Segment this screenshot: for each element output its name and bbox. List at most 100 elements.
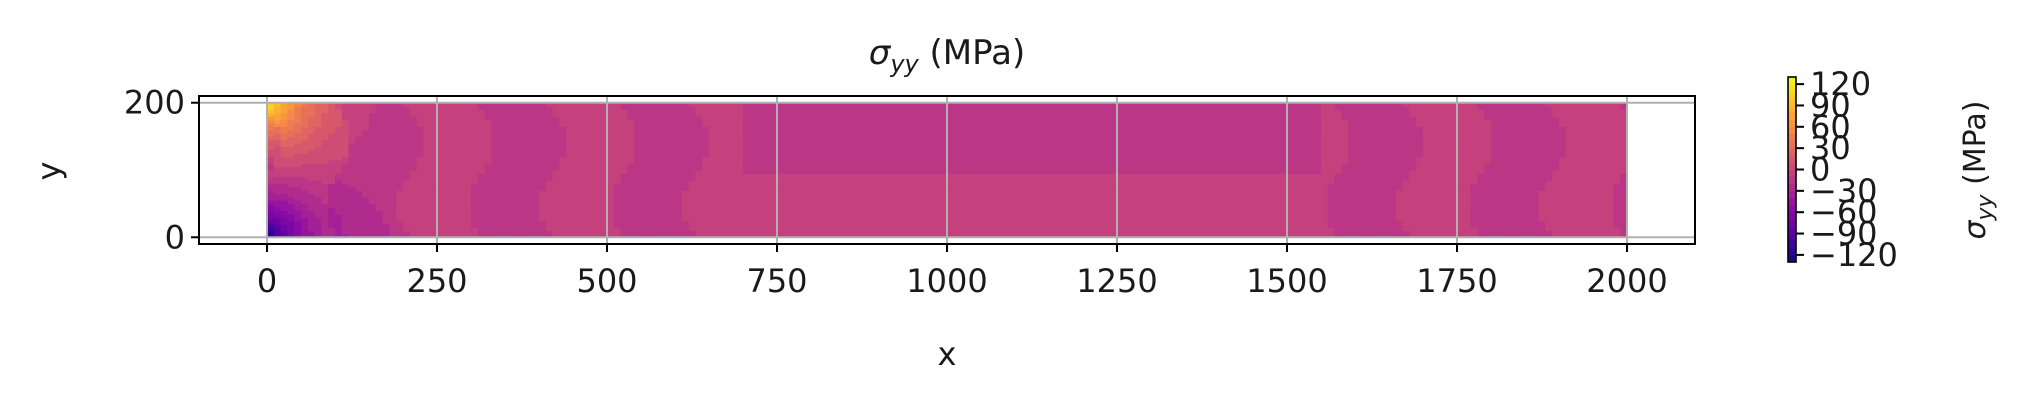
contour-cell: [1096, 180, 1104, 185]
contour-cell: [851, 119, 860, 124]
contour-cell: [1042, 223, 1050, 228]
contour-cell: [926, 193, 934, 198]
contour-cell: [756, 159, 764, 164]
contour-cell: [885, 190, 894, 195]
contour-cell: [756, 102, 764, 107]
contour-cell: [770, 230, 778, 235]
contour-cell: [933, 217, 941, 222]
contour-cell: [845, 122, 853, 127]
contour-cell: [974, 176, 982, 181]
contour-cell: [477, 193, 486, 198]
contour-cell: [879, 122, 887, 127]
contour-cell: [647, 190, 656, 195]
contour-cell: [824, 119, 832, 124]
contour-cell: [1035, 170, 1043, 174]
contour-cell: [1028, 230, 1036, 235]
contour-cell: [743, 210, 751, 215]
contour-cell: [389, 133, 397, 137]
contour-cell: [981, 193, 989, 198]
contour-cell: [362, 129, 370, 134]
contour-cell: [974, 210, 982, 215]
contour-cell: [858, 149, 866, 154]
contour-cell: [783, 146, 792, 151]
contour-cell: [709, 102, 717, 107]
contour-cell: [987, 217, 996, 222]
contour-cell: [906, 166, 914, 171]
contour-cell: [715, 116, 724, 121]
contour-cell: [641, 143, 649, 148]
contour-cell: [960, 122, 968, 127]
contour-cell: [307, 129, 316, 134]
contour-cell: [307, 173, 316, 178]
contour-cell: [736, 176, 744, 181]
contour-cell: [899, 200, 907, 205]
contour-cell: [715, 230, 724, 235]
contour-cell: [539, 153, 547, 158]
contour-cell: [994, 213, 1002, 218]
contour-cell: [403, 213, 411, 218]
contour-cell: [409, 227, 418, 232]
contour-cell: [518, 196, 526, 201]
contour-cell: [586, 122, 594, 127]
contour-cell: [484, 230, 492, 235]
contour-cell: [899, 136, 907, 141]
contour-cell: [613, 190, 622, 195]
contour-cell: [430, 230, 438, 235]
contour-cell: [967, 166, 975, 171]
contour-cell: [1008, 207, 1016, 211]
contour-cell: [865, 176, 873, 181]
contour-cell: [899, 220, 907, 225]
contour-cell: [919, 230, 928, 235]
contour-cell: [600, 170, 608, 174]
contour-cell: [913, 186, 921, 191]
contour-cell: [947, 217, 955, 222]
contour-cell: [389, 186, 397, 191]
contour-cell: [1110, 180, 1118, 185]
contour-cell: [430, 149, 438, 154]
contour-cell: [348, 173, 356, 178]
contour-cell: [321, 220, 329, 225]
contour-cell: [783, 217, 792, 222]
contour-cell: [797, 136, 805, 141]
contour-cell: [396, 129, 404, 134]
contour-cell: [579, 196, 588, 201]
contour-cell: [409, 106, 418, 111]
contour-cell: [885, 180, 894, 185]
contour-cell: [736, 183, 744, 188]
contour-cell: [654, 149, 662, 154]
contour-cell: [1035, 230, 1043, 235]
contour-cell: [1096, 207, 1104, 211]
contour-cell: [375, 146, 384, 151]
contour-cell: [804, 153, 812, 158]
contour-cell: [634, 196, 642, 201]
contour-cell: [770, 176, 778, 181]
contour-cell: [879, 163, 887, 168]
contour-cell: [613, 223, 622, 228]
contour-cell: [566, 143, 574, 148]
contour-cell: [1015, 116, 1023, 121]
contour-cell: [498, 183, 506, 188]
contour-cell: [464, 163, 472, 168]
contour-cell: [919, 233, 928, 238]
contour-cell: [1062, 163, 1070, 168]
contour-cell: [845, 173, 853, 178]
contour-cell: [1110, 126, 1118, 131]
contour-cell: [770, 159, 778, 164]
contour-cell: [314, 139, 322, 144]
contour-cell: [1015, 196, 1023, 201]
contour-cell: [953, 173, 962, 178]
contour-cell: [307, 106, 316, 111]
contour-cell: [511, 126, 520, 131]
contour-cell: [892, 183, 900, 188]
contour-cell: [783, 233, 792, 238]
contour-cell: [423, 116, 431, 121]
contour-cell: [994, 159, 1002, 164]
contour-cell: [545, 116, 554, 121]
contour-cell: [770, 146, 778, 151]
contour-cell: [471, 143, 479, 148]
contour-cell: [375, 176, 384, 181]
contour-cell: [641, 186, 649, 191]
contour-cell: [273, 136, 282, 141]
contour-cell: [369, 173, 377, 178]
contour-cell: [1069, 112, 1077, 117]
